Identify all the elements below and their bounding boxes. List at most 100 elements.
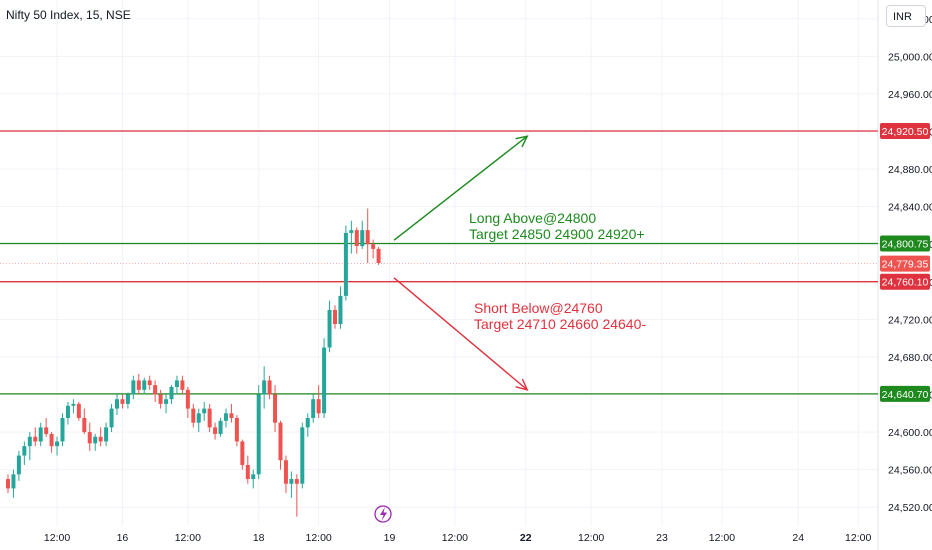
level-price-label: 24,760.10: [882, 277, 929, 289]
candle-body: [191, 408, 196, 423]
candles: [6, 208, 381, 517]
candle-body: [224, 413, 228, 421]
candle-body: [164, 399, 169, 404]
chart-title: Nifty 50 Index, 15, NSE: [6, 8, 131, 22]
candle-body: [22, 446, 27, 456]
candle-body: [158, 394, 163, 404]
arrow-head: [515, 378, 529, 391]
candle-body: [316, 399, 321, 414]
level-price-tag: [880, 235, 930, 252]
candle-body: [322, 347, 327, 414]
candle-body: [98, 436, 103, 442]
y-tick-label: 24,960.00: [888, 89, 932, 101]
long-target-text: Target 24850 24900 24920+: [469, 226, 645, 242]
x-tick-label: 16: [117, 532, 129, 544]
y-tick-label: 24,680.00: [888, 352, 932, 364]
candle-body: [55, 441, 60, 447]
candle-body: [245, 464, 250, 480]
candle-body: [207, 408, 212, 428]
candle-body: [115, 399, 119, 409]
candle-body: [153, 385, 158, 395]
short-target-text: Target 24710 24660 24640-: [474, 316, 647, 332]
candle-body: [136, 380, 141, 390]
candle-body: [16, 455, 21, 475]
candle-body: [289, 479, 294, 484]
candle-body: [256, 394, 261, 475]
candle-body: [262, 380, 267, 395]
level-price-label: 24,640.70: [882, 389, 929, 401]
x-tick-label: 12:00: [175, 532, 201, 544]
candle-body: [65, 405, 70, 418]
candle-body: [185, 389, 190, 409]
level-price-label: 24,800.75: [882, 239, 929, 251]
short-annotation: Short Below@24760 Target 24710 24660 246…: [474, 300, 646, 332]
grid-lines: [0, 0, 879, 550]
x-tick-label: 12:00: [578, 532, 604, 544]
candle-body: [229, 413, 234, 418]
candle-body: [218, 420, 223, 434]
candle-body: [240, 441, 245, 465]
trade-arrows: [393, 135, 529, 391]
level-price-tag: [880, 255, 930, 272]
x-tick-label: 19: [384, 532, 396, 544]
y-tick-label: 24,520.00: [888, 502, 932, 514]
y-tick-label: 24,720.00: [888, 314, 932, 326]
x-tick-label: 22: [520, 532, 532, 544]
x-tick-label: 12:00: [44, 532, 70, 544]
candle-body: [349, 230, 354, 233]
candle-body: [44, 427, 49, 434]
level-price-tag: [880, 385, 930, 402]
level-price-label: 24,779.35: [882, 259, 929, 271]
candle-body: [305, 417, 310, 428]
price-levels: [0, 130, 878, 395]
candle-body: [196, 413, 201, 423]
level-price-label: 24,920.50: [882, 126, 929, 138]
candle-body: [142, 380, 147, 390]
x-tick-label: 12:00: [845, 532, 871, 544]
x-tick-label: 18: [253, 532, 265, 544]
time-axis[interactable]: 12:00 16 12:00 18 12:00 19 12:00 22 12:00 23 12:00…: [44, 532, 872, 544]
candle-body: [213, 427, 218, 434]
y-tick-label: 24,840.00: [888, 202, 932, 214]
candle-body: [33, 436, 38, 442]
candle-body: [234, 417, 239, 442]
candle-body: [6, 479, 10, 489]
candle-body: [104, 427, 109, 442]
candle-body: [267, 380, 272, 395]
candle-body: [343, 232, 348, 296]
candle-body: [202, 408, 207, 414]
x-tick-label: 12:00: [709, 532, 735, 544]
candle-body: [300, 427, 305, 484]
candle-body: [71, 403, 76, 406]
candle-body: [333, 309, 337, 325]
candle-body: [131, 380, 136, 395]
arrow-head: [515, 135, 529, 148]
candle-body: [169, 386, 174, 400]
candle-body: [311, 399, 316, 418]
candle-body: [327, 309, 332, 348]
y-tick-label: 25,000.00: [888, 51, 932, 63]
candle-body: [38, 427, 43, 442]
candle-body: [49, 433, 54, 447]
candle-body: [27, 436, 32, 447]
x-tick-label: 12:00: [306, 532, 332, 544]
candle-body: [87, 432, 92, 444]
arrow-shaft: [393, 277, 528, 391]
candle-body: [109, 408, 114, 428]
candle-body: [125, 394, 130, 404]
y-tick-label: 24,560.00: [888, 465, 932, 477]
candle-body: [360, 230, 365, 247]
flash-event-icon[interactable]: [374, 505, 392, 523]
candle-body: [120, 399, 125, 404]
candle-body: [11, 474, 16, 489]
candle-body: [273, 394, 278, 423]
price-axis[interactable]: 24,520.0024,560.0024,600.0024,640.0024,6…: [880, 14, 932, 514]
currency-selector[interactable]: INR: [886, 5, 926, 27]
level-price-tag: [880, 273, 930, 290]
y-tick-label: 24,600.00: [888, 427, 932, 439]
long-entry-text: Long Above@24800: [469, 210, 597, 226]
candle-body: [180, 380, 185, 390]
candle-body: [278, 422, 283, 461]
candle-body: [371, 244, 376, 249]
